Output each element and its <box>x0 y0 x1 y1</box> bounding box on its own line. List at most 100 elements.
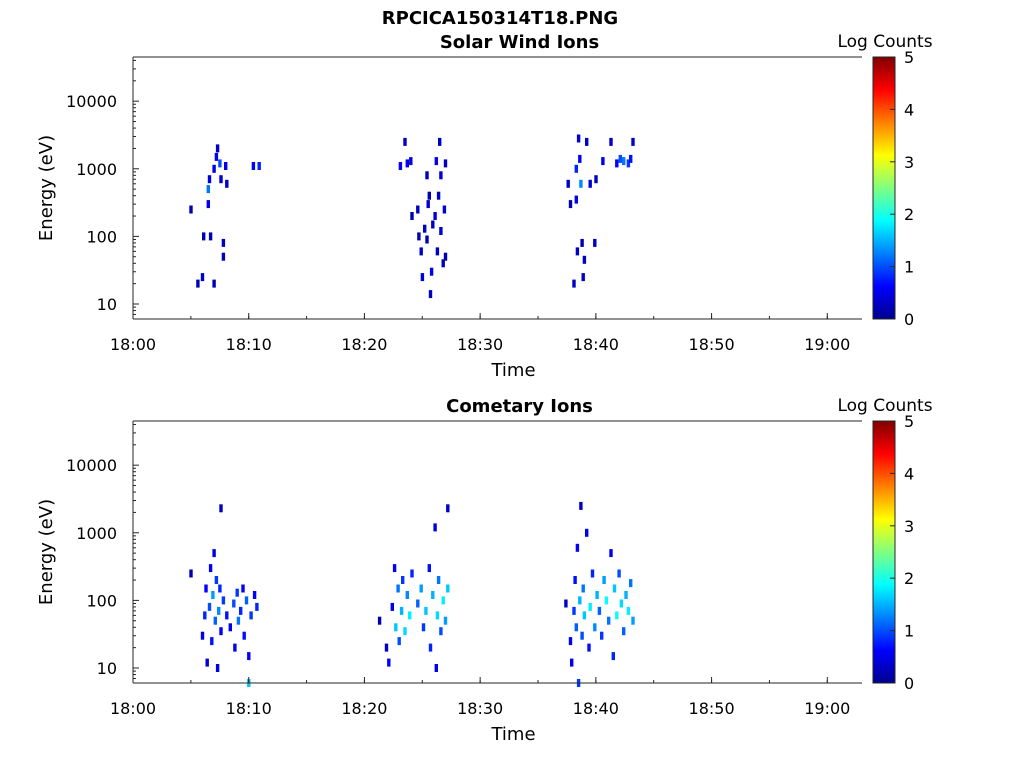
heatmap-cell <box>204 584 208 593</box>
heatmap-cell <box>420 273 425 282</box>
heatmap-cell <box>390 602 394 611</box>
heatmap-cell <box>212 279 216 288</box>
heatmap-cell <box>233 643 237 652</box>
heatmap-cell <box>595 591 599 599</box>
heatmap-cell <box>629 579 633 588</box>
colorbar-tick-label: 5 <box>904 48 914 67</box>
heatmap-cell <box>416 205 420 214</box>
heatmap-cell <box>236 616 241 625</box>
colorbar <box>872 56 896 320</box>
colorbar-tick-label: 5 <box>904 412 914 431</box>
heatmap-cell <box>573 576 577 584</box>
colorbar-tick-label: 4 <box>904 100 914 119</box>
heatmap-cell <box>417 232 421 241</box>
heatmap-cell <box>425 171 429 180</box>
heatmap-cell <box>428 290 433 299</box>
heatmap-cell <box>200 631 205 640</box>
heatmap-cell <box>439 227 443 235</box>
heatmap-cell <box>612 584 617 593</box>
heatmap-cells <box>189 501 635 687</box>
y-tick-label: 1000 <box>76 160 117 179</box>
heatmap-cell <box>398 162 403 170</box>
heatmap-cell <box>429 267 434 276</box>
heatmap-cell <box>211 591 215 599</box>
heatmap-cell <box>217 606 221 615</box>
heatmap-cell <box>189 205 193 214</box>
heatmap-cells <box>189 134 635 299</box>
heatmap-cell <box>578 154 582 163</box>
heatmap-cell <box>579 501 583 510</box>
heatmap-cell <box>593 623 597 632</box>
heatmap-cell <box>219 627 223 636</box>
heatmap-cell <box>575 543 580 552</box>
heatmap-cell <box>604 596 609 605</box>
heatmap-cell <box>213 616 217 625</box>
heatmap-cell <box>434 664 438 672</box>
y-axis-label: Energy (eV) <box>36 135 57 241</box>
heatmap-cell <box>242 631 246 640</box>
heatmap-cell <box>410 569 414 578</box>
heatmap-cell <box>607 616 611 625</box>
y-tick-label: 100 <box>86 227 117 246</box>
x-tick-label: 18:40 <box>573 699 619 718</box>
x-tick-label: 18:30 <box>457 699 503 718</box>
heatmap-cell <box>247 652 251 661</box>
heatmap-cell <box>251 162 256 170</box>
heatmap-cell <box>443 616 448 625</box>
heatmap-cell <box>377 616 382 625</box>
heatmap-cell <box>631 616 635 625</box>
heatmap-cell <box>397 637 401 646</box>
heatmap-cell <box>615 611 619 620</box>
colorbar-label: Log Counts <box>837 396 932 416</box>
heatmap-cell <box>585 528 589 537</box>
y-tick-label: 100 <box>86 591 117 610</box>
heatmap-cell <box>629 154 633 163</box>
heatmap-cell <box>218 584 222 593</box>
heatmap-cell <box>590 569 595 578</box>
heatmap-cell <box>433 212 437 220</box>
x-tick-label: 19:00 <box>804 699 850 718</box>
heatmap-cell <box>208 564 213 573</box>
heatmap-cell <box>431 591 435 599</box>
heatmap-cell <box>587 643 591 652</box>
x-tick-label: 18:50 <box>689 699 735 718</box>
x-tick-label: 18:10 <box>226 335 272 354</box>
colorbar-tick-label: 2 <box>904 205 914 224</box>
heatmap-cell <box>219 175 223 184</box>
heatmap-cell <box>218 159 222 168</box>
heatmap-cell <box>441 259 445 268</box>
heatmap-cell <box>626 159 631 168</box>
heatmap-cell <box>221 238 226 247</box>
heatmap-cell <box>428 643 433 652</box>
heatmap-cell <box>446 584 450 593</box>
panel-title: Solar Wind Ions <box>440 32 599 53</box>
x-tick-label: 18:30 <box>457 335 503 354</box>
heatmap-cell <box>443 252 448 261</box>
heatmap-cell <box>426 200 430 209</box>
heatmap-cell <box>215 144 220 153</box>
heatmap-cell <box>624 591 628 599</box>
heatmap-cell <box>576 134 581 143</box>
x-axis-label: Time <box>490 360 535 381</box>
heatmap-cell <box>427 191 431 200</box>
heatmap-cell <box>582 611 587 620</box>
heatmap-cell <box>618 154 622 163</box>
heatmap-cell <box>419 247 423 256</box>
heatmap-cell <box>441 596 445 605</box>
y-axis-label: Energy (eV) <box>36 499 57 605</box>
heatmap-cell <box>574 164 578 173</box>
y-tick-label: 10000 <box>66 456 117 475</box>
heatmap-cell <box>580 631 584 640</box>
y-tick-label: 10 <box>97 659 117 678</box>
heatmap-cell <box>239 606 243 615</box>
heatmap-cell <box>574 623 578 632</box>
heatmap-cell <box>431 220 435 229</box>
heatmap-cell <box>585 137 589 146</box>
x-tick-label: 18:00 <box>110 699 156 718</box>
heatmap-cell <box>252 591 257 599</box>
heatmap-cell <box>384 643 389 652</box>
heatmap-cell <box>602 576 606 584</box>
x-tick-label: 18:20 <box>341 335 387 354</box>
heatmap-cell <box>619 599 624 608</box>
y-tick-label: 10000 <box>66 92 117 111</box>
